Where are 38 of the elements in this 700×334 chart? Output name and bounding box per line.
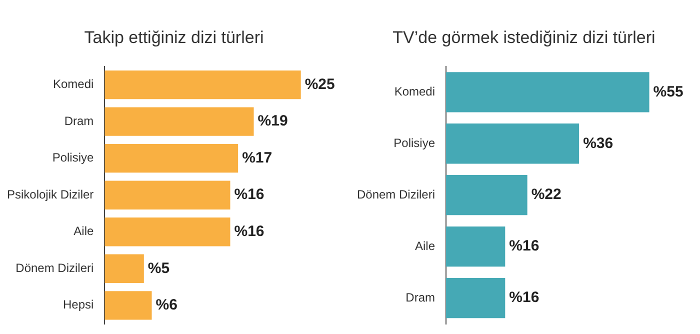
bar [104, 144, 238, 173]
data-label: %19 [258, 112, 288, 130]
data-label: %55 [653, 83, 684, 100]
y-tick-label: Dram [406, 290, 436, 304]
data-label: %36 [583, 134, 614, 152]
bar [446, 175, 528, 216]
bar [446, 226, 506, 267]
data-label: %16 [234, 186, 264, 204]
data-label: %16 [509, 238, 540, 255]
data-label: %16 [509, 289, 540, 306]
data-label: %16 [234, 223, 264, 240]
y-tick-label: Dram [64, 114, 94, 128]
bar [104, 254, 144, 283]
chart-title: Takip ettiğiniz dizi türleri [84, 28, 264, 47]
y-tick-label: Psikolojik Diziler [6, 187, 94, 202]
y-tick-label: Komedi [394, 84, 436, 98]
y-tick-label: Dönem Dizileri [356, 187, 436, 202]
bar [446, 72, 650, 112]
data-label: %25 [304, 76, 335, 93]
bar [446, 124, 580, 164]
bar [446, 278, 506, 318]
bar [104, 107, 254, 136]
y-tick-label: Aile [74, 224, 94, 238]
y-tick-label: Hepsi [62, 298, 94, 312]
y-tick-label: Polisiye [52, 150, 94, 165]
y-tick-label: Aile [415, 238, 436, 253]
y-tick-label: Polisiye [394, 136, 436, 150]
data-label: %5 [148, 260, 170, 277]
bar [104, 70, 301, 100]
bar [104, 218, 230, 246]
data-label: %17 [242, 149, 272, 166]
bar [104, 180, 230, 210]
data-label: %22 [531, 186, 562, 204]
data-label: %6 [156, 296, 178, 314]
y-tick-label: Dönem Dizileri [16, 260, 94, 275]
y-tick-label: Komedi [52, 77, 94, 92]
chart-title: TV’de görmek istediğiniz dizi türleri [392, 28, 656, 47]
bar [104, 291, 152, 320]
